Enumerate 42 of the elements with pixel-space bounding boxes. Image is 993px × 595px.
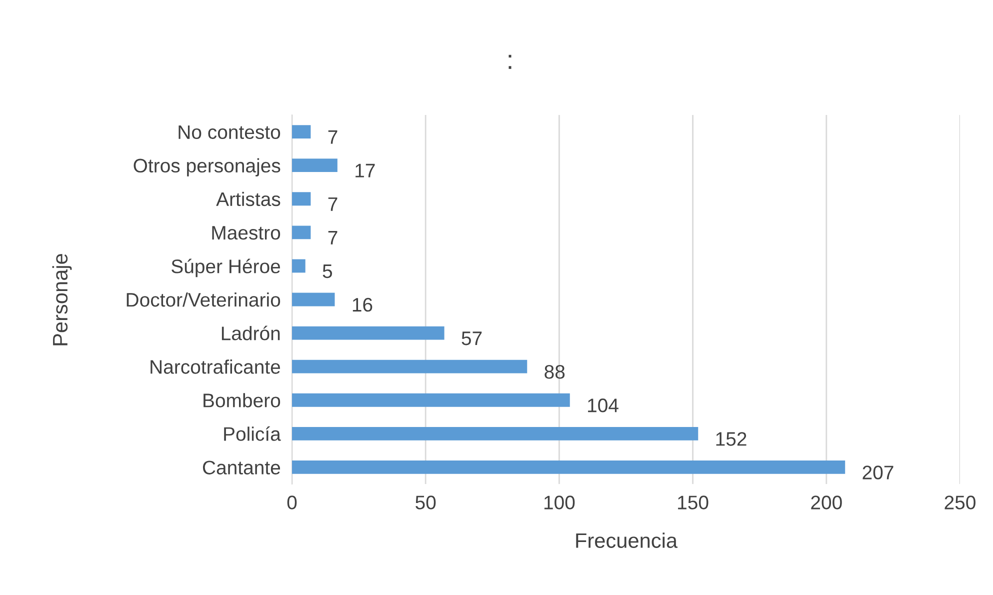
chart-title: : bbox=[508, 54, 512, 69]
y-axis-title: Personaje bbox=[52, 254, 72, 346]
data-label: 207 bbox=[862, 466, 894, 480]
bar bbox=[292, 292, 335, 306]
data-label: 16 bbox=[352, 298, 372, 312]
x-tick-label: 100 bbox=[544, 496, 575, 510]
x-tick-label: 50 bbox=[416, 496, 436, 510]
y-tick-label: Bombero bbox=[204, 393, 280, 408]
bar bbox=[292, 426, 698, 440]
data-label: 104 bbox=[588, 398, 618, 412]
bar bbox=[292, 259, 306, 273]
x-tick-label: 200 bbox=[811, 496, 842, 510]
data-label: 17 bbox=[356, 164, 375, 178]
y-tick-label: Doctor/Veterinario bbox=[126, 292, 280, 307]
bar bbox=[292, 460, 846, 474]
y-tick-label: Ladrón bbox=[222, 326, 280, 340]
data-label: 7 bbox=[328, 231, 338, 244]
bar bbox=[292, 360, 528, 374]
data-label: 152 bbox=[716, 432, 746, 446]
y-tick-label: Súper Héroe bbox=[172, 258, 280, 278]
data-label: 7 bbox=[328, 197, 338, 211]
x-axis-title: Frecuencia bbox=[576, 532, 678, 548]
y-tick-label: Artistas bbox=[216, 192, 280, 206]
y-tick-label: Narcotraficante bbox=[150, 360, 280, 374]
bar bbox=[292, 393, 570, 407]
x-tick-label: 150 bbox=[678, 496, 708, 510]
data-label: 5 bbox=[322, 264, 332, 278]
bar bbox=[292, 158, 338, 172]
bar bbox=[292, 226, 311, 240]
x-tick-label: 0 bbox=[287, 496, 297, 510]
y-tick-label: Otros personajes bbox=[134, 158, 280, 176]
data-label: 7 bbox=[328, 130, 338, 144]
data-label: 88 bbox=[544, 364, 565, 379]
bar bbox=[292, 125, 311, 138]
bar bbox=[292, 326, 444, 340]
bar bbox=[292, 192, 311, 206]
y-tick-label: Cantante bbox=[202, 460, 280, 474]
y-tick-label: No contesto bbox=[178, 125, 280, 140]
data-label: 57 bbox=[462, 332, 482, 346]
y-tick-label: Maestro bbox=[212, 226, 280, 240]
x-tick-label: 250 bbox=[944, 496, 976, 510]
y-tick-label: Policía bbox=[224, 426, 281, 441]
